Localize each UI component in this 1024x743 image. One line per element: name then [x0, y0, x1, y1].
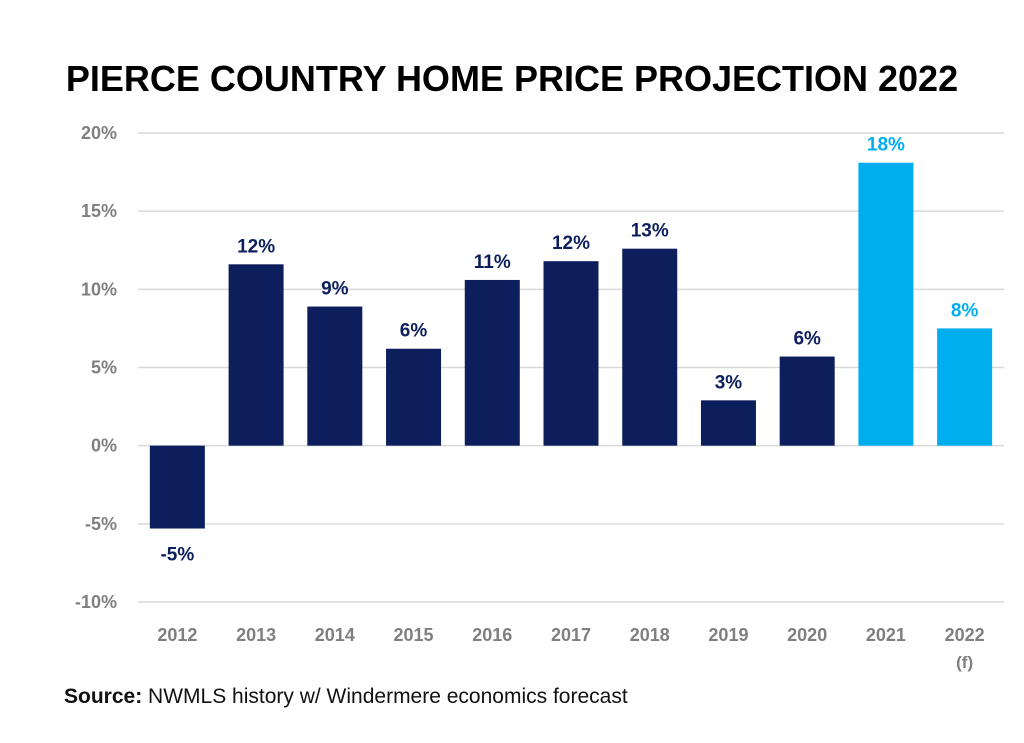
data-label-2018: 13%	[631, 221, 669, 242]
source-label: Source:	[64, 685, 143, 708]
chart-title: PIERCE COUNTRY HOME PRICE PROJECTION 202…	[65, 58, 959, 99]
data-label-2016: 11%	[474, 252, 511, 273]
y-axis-tick-labels: 20% 15% 10% 5% 0% -5% -10%	[75, 123, 117, 612]
x-tick-label-2016: 2016	[472, 625, 512, 645]
data-labels: -5% 12% 9% 6% 11% 12% 13% 3% 6% 18% 8%	[160, 135, 978, 566]
x-tick-label-2021: 2021	[866, 625, 906, 645]
y-tick-label: 10%	[81, 279, 117, 299]
data-label-2017: 12%	[552, 233, 590, 254]
x-tick-sublabel-2022: (f)	[956, 653, 973, 672]
data-label-2019: 3%	[715, 372, 743, 393]
data-label-2020: 6%	[793, 329, 821, 350]
source-note: Source: NWMLS history w/ Windermere econ…	[64, 685, 628, 709]
data-label-2022: 8%	[951, 300, 979, 321]
bar-2019	[700, 400, 756, 446]
bar-2014	[307, 306, 363, 446]
source-text: NWMLS history w/ Windermere economics fo…	[148, 685, 628, 708]
x-axis-tick-labels: 2012 2013 2014 2015 2016 2017 2018 2019 2020 2021…	[157, 625, 984, 672]
y-tick-label: 5%	[91, 358, 117, 378]
x-tick-label-2012: 2012	[157, 625, 197, 645]
data-label-2014: 9%	[321, 279, 349, 300]
x-tick-label-2013: 2013	[236, 625, 276, 645]
x-tick-label-2022: 2022	[945, 625, 985, 645]
bar-2020	[779, 356, 835, 446]
y-tick-label: 15%	[81, 201, 117, 221]
x-tick-label-2015: 2015	[394, 625, 434, 645]
x-tick-label-2019: 2019	[708, 625, 748, 645]
bar-2017	[543, 261, 599, 446]
bar-2015	[386, 348, 442, 446]
x-tick-label-2017: 2017	[551, 625, 591, 645]
x-tick-label-2018: 2018	[630, 625, 670, 645]
bar-2021	[858, 162, 914, 446]
data-label-2013: 12%	[237, 236, 275, 257]
bar-2016	[464, 279, 520, 446]
bar-2018	[622, 248, 678, 446]
y-tick-label: -5%	[85, 514, 117, 534]
data-label-2012: -5%	[160, 545, 194, 566]
bar-2013	[228, 264, 284, 446]
bar-2012	[149, 445, 205, 529]
x-tick-label-2020: 2020	[787, 625, 827, 645]
data-label-2021: 18%	[867, 135, 905, 156]
y-tick-label: 0%	[91, 436, 117, 456]
x-tick-label-2014: 2014	[315, 625, 355, 645]
y-tick-label: 20%	[81, 123, 117, 143]
bars	[149, 162, 993, 529]
bar-2022	[937, 328, 993, 446]
data-label-2015: 6%	[400, 321, 428, 342]
y-tick-label: -10%	[75, 592, 117, 612]
